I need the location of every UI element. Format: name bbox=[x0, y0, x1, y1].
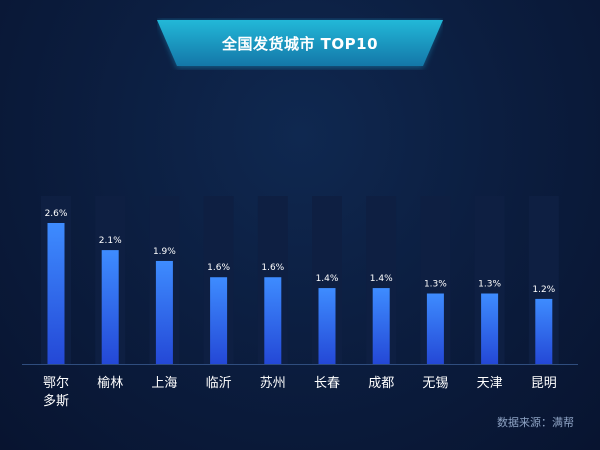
category-label: 长春 bbox=[314, 376, 340, 391]
bar bbox=[47, 223, 65, 364]
bar bbox=[535, 298, 553, 364]
title-banner: 全国发货城市 TOP10 bbox=[157, 18, 443, 70]
category-label: 鄂尔 bbox=[43, 376, 69, 391]
bar bbox=[101, 250, 119, 364]
category-label: 榆林 bbox=[97, 376, 123, 391]
bar-value-label: 2.1% bbox=[99, 236, 122, 246]
data-source-note: 数据来源：满帮 bbox=[497, 416, 574, 429]
bar-value-label: 1.6% bbox=[207, 263, 230, 273]
bar-value-label: 1.2% bbox=[532, 285, 555, 295]
bar bbox=[210, 277, 228, 364]
category-label: 上海 bbox=[151, 376, 177, 391]
category-label: 苏州 bbox=[260, 375, 286, 391]
category-label: 昆明 bbox=[531, 376, 557, 391]
bar bbox=[426, 293, 444, 364]
title-banner-shape bbox=[157, 20, 443, 68]
bar bbox=[481, 293, 499, 364]
bar-value-label: 1.3% bbox=[424, 280, 447, 290]
bar bbox=[155, 260, 173, 364]
category-label: 多斯 bbox=[43, 393, 69, 409]
chart-title: 全国发货城市 TOP10 bbox=[221, 35, 379, 53]
bar bbox=[264, 277, 282, 364]
bar-value-label: 1.4% bbox=[316, 274, 339, 284]
category-label: 临沂 bbox=[206, 376, 232, 391]
category-label: 无锡 bbox=[422, 376, 448, 391]
bar-value-label: 1.9% bbox=[153, 247, 176, 257]
category-label: 成都 bbox=[368, 376, 394, 391]
bar-value-label: 1.4% bbox=[370, 274, 393, 284]
category-label: 天津 bbox=[477, 376, 503, 391]
bar bbox=[318, 288, 336, 364]
bar-value-label: 2.6% bbox=[45, 209, 68, 219]
bar bbox=[372, 288, 390, 364]
bar-value-label: 1.6% bbox=[261, 263, 284, 273]
bar-value-label: 1.3% bbox=[478, 280, 501, 290]
